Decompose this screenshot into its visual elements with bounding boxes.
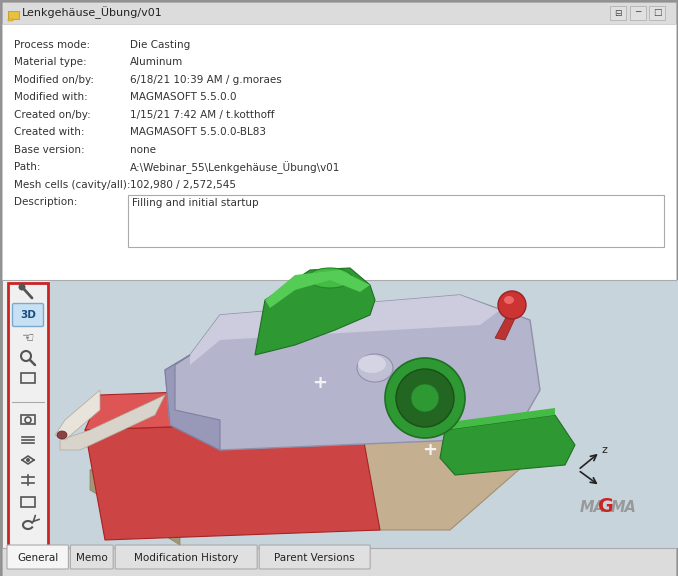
Text: Material type:: Material type:	[14, 57, 87, 67]
Bar	[2, 548, 676, 576]
Bar	[8, 283, 48, 547]
Circle shape	[411, 384, 439, 412]
Text: 1/15/21 7:42 AM / t.kotthoff: 1/15/21 7:42 AM / t.kotthoff	[130, 110, 275, 120]
Text: MAGMASOFT 5.5.0.0-BL83: MAGMASOFT 5.5.0.0-BL83	[130, 127, 266, 137]
Bar	[21, 497, 35, 507]
Text: Process mode:: Process mode:	[14, 40, 90, 50]
Text: Parent Versions: Parent Versions	[275, 553, 355, 563]
Text: Created with:: Created with:	[14, 127, 85, 137]
Ellipse shape	[57, 431, 67, 439]
Ellipse shape	[504, 296, 514, 304]
Text: Description:: Description:	[14, 197, 77, 207]
FancyBboxPatch shape	[115, 545, 257, 569]
Bar	[649, 6, 665, 20]
Circle shape	[396, 369, 454, 427]
Bar	[610, 6, 626, 20]
Text: Mesh cells (cavity/all):: Mesh cells (cavity/all):	[14, 180, 130, 190]
Text: Created on/by:: Created on/by:	[14, 110, 91, 120]
Text: Aluminum: Aluminum	[130, 57, 183, 67]
Text: 6/18/21 10:39 AM / g.moraes: 6/18/21 10:39 AM / g.moraes	[130, 75, 282, 85]
Polygon shape	[55, 390, 100, 440]
Polygon shape	[255, 268, 375, 355]
Bar	[2, 2, 676, 24]
Bar	[21, 415, 35, 424]
Text: MAGMASOFT 5.5.0.0: MAGMASOFT 5.5.0.0	[130, 92, 237, 103]
FancyBboxPatch shape	[71, 545, 113, 569]
Text: MA: MA	[611, 501, 637, 516]
Polygon shape	[265, 270, 370, 308]
Polygon shape	[165, 355, 220, 450]
Text: +: +	[313, 374, 327, 392]
Text: G: G	[598, 498, 614, 517]
Ellipse shape	[308, 268, 352, 288]
Text: Lenkgehäuse_Übung/v01: Lenkgehäuse_Übung/v01	[22, 6, 163, 20]
Polygon shape	[90, 430, 530, 530]
Bar	[21, 373, 35, 383]
Text: none: none	[130, 145, 156, 155]
Text: Path:: Path:	[14, 162, 41, 172]
Bar	[630, 6, 646, 20]
Text: A:\Webinar_55\Lenkgehäuse_Übung\v01: A:\Webinar_55\Lenkgehäuse_Übung\v01	[130, 161, 340, 173]
Text: Modified on/by:: Modified on/by:	[14, 75, 94, 85]
Text: 102,980 / 2,572,545: 102,980 / 2,572,545	[130, 180, 236, 190]
Text: Die Casting: Die Casting	[130, 40, 191, 50]
Polygon shape	[445, 408, 555, 430]
Text: Modification History: Modification History	[134, 553, 239, 563]
Polygon shape	[165, 295, 540, 450]
Text: 3D: 3D	[20, 310, 36, 320]
Text: ─: ─	[635, 9, 641, 17]
Bar	[50, 280, 678, 548]
Text: □: □	[653, 9, 661, 17]
Bar	[128, 195, 664, 247]
Text: +: +	[422, 441, 437, 459]
Text: Memo: Memo	[76, 553, 108, 563]
Polygon shape	[440, 415, 575, 475]
Text: ☜: ☜	[22, 330, 35, 344]
Circle shape	[385, 358, 465, 438]
Text: z: z	[602, 445, 608, 455]
Text: Filling and initial startup: Filling and initial startup	[132, 199, 258, 209]
Polygon shape	[190, 295, 500, 365]
Ellipse shape	[357, 354, 393, 382]
Bar	[8, 11, 19, 19]
Polygon shape	[495, 310, 518, 340]
Text: MA: MA	[580, 501, 606, 516]
Polygon shape	[85, 420, 380, 540]
Text: General: General	[17, 553, 58, 563]
Polygon shape	[85, 385, 375, 430]
FancyBboxPatch shape	[7, 545, 68, 569]
Bar	[2, 24, 676, 280]
Ellipse shape	[358, 355, 386, 373]
Circle shape	[18, 283, 26, 290]
Polygon shape	[60, 395, 165, 450]
FancyBboxPatch shape	[259, 545, 370, 569]
Text: Modified with:: Modified with:	[14, 92, 87, 103]
Text: Base version:: Base version:	[14, 145, 85, 155]
Circle shape	[498, 291, 526, 319]
Text: ⊟: ⊟	[614, 9, 622, 17]
FancyBboxPatch shape	[12, 304, 43, 327]
Circle shape	[26, 458, 30, 462]
Bar	[8, 19, 13, 21]
Polygon shape	[90, 470, 180, 545]
